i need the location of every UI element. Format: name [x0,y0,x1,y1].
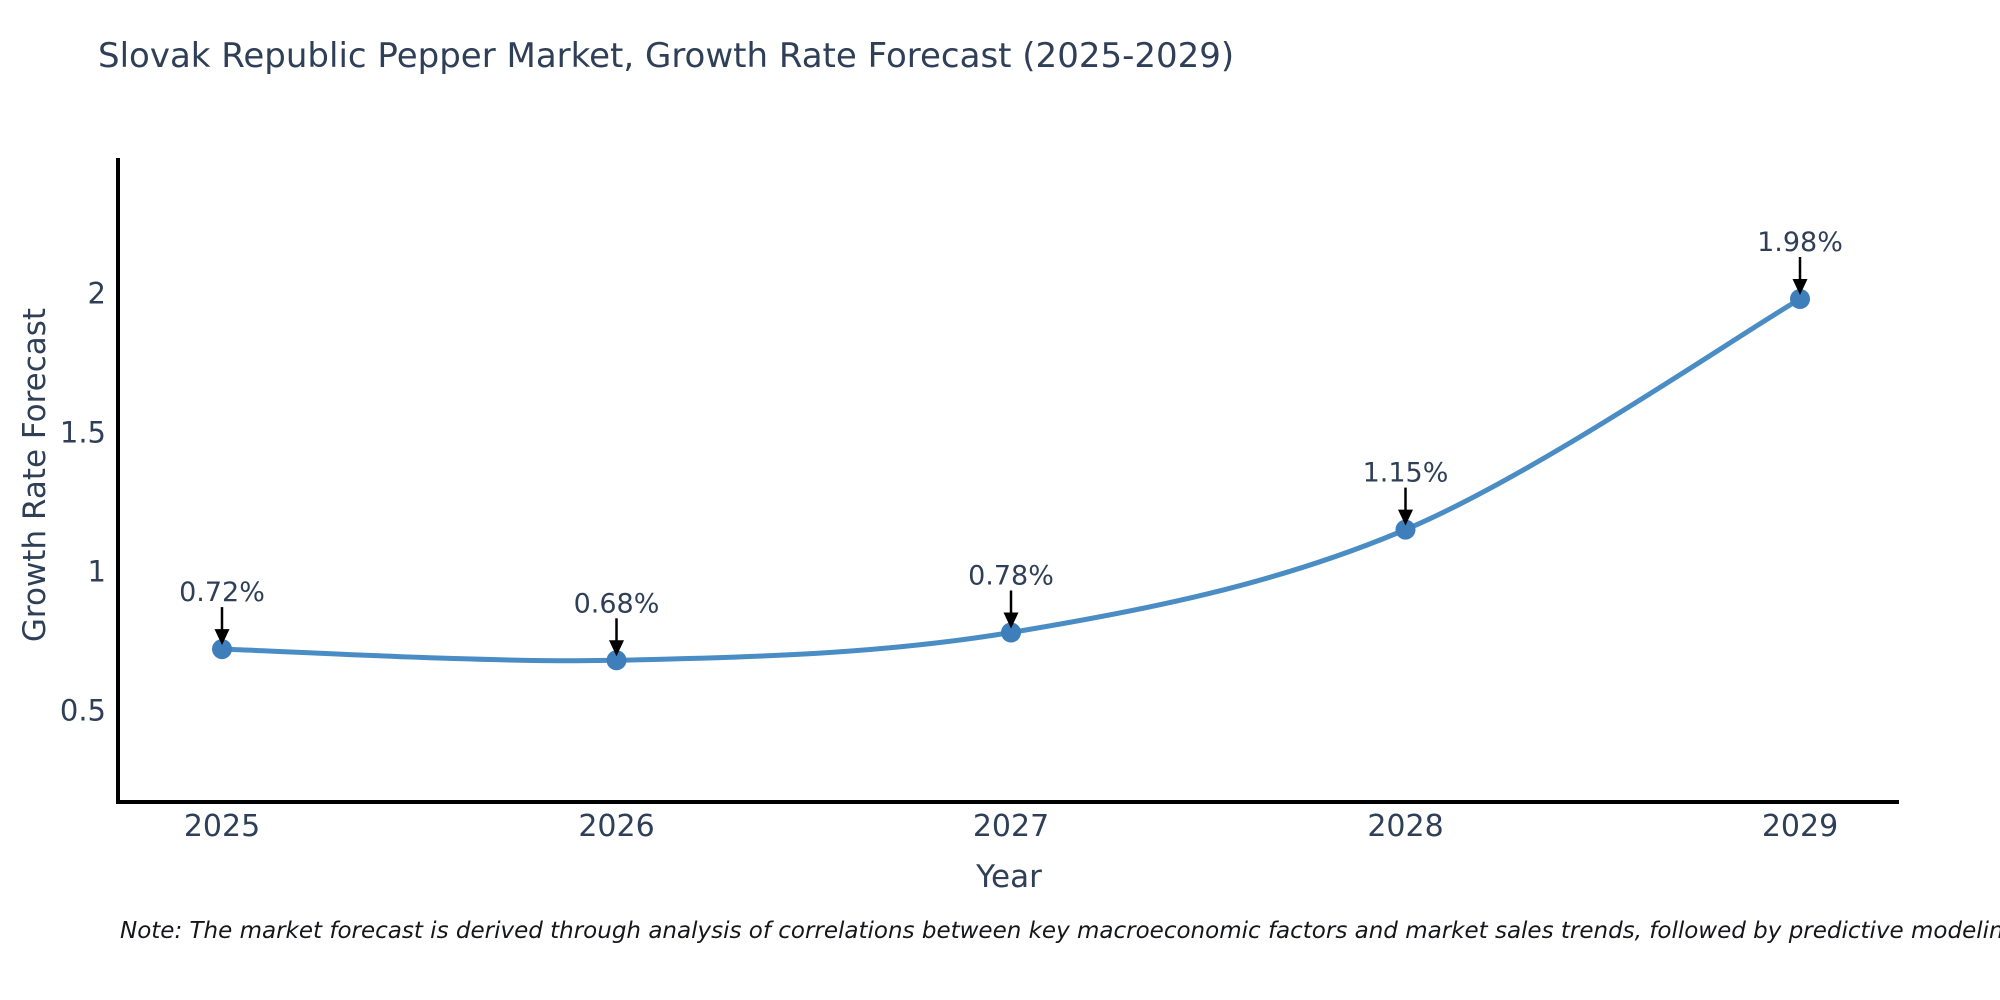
data-point-marker [1395,519,1416,540]
annotation-label: 0.78% [968,561,1054,592]
data-point-marker [1001,622,1021,643]
data-point-marker [1790,289,1810,309]
x-tick-label: 2027 [973,809,1049,844]
annotation-label: 1.15% [1363,458,1449,489]
x-tick-label: 2029 [1762,809,1838,844]
x-axis-title: Year [976,859,1042,895]
x-tick-label: 2026 [578,809,654,844]
y-tick-label: 2 [88,276,106,310]
y-tick-label: 0.5 [60,693,106,727]
annotation-arrowhead [609,640,624,657]
footnote: Note: The market forecast is derived thr… [120,918,2000,944]
annotation-label: 0.72% [179,577,265,608]
chart-title: Slovak Republic Pepper Market, Growth Ra… [98,36,1235,76]
x-tick-label: 2028 [1367,809,1443,844]
y-axis-title: Growth Rate Forecast [17,307,53,643]
annotation-label: 1.98% [1757,227,1843,258]
data-point-marker [606,650,627,671]
annotation-arrowhead [1398,509,1413,526]
x-tick-label: 2025 [184,809,260,844]
annotation-arrowhead [1003,612,1019,629]
annotation-arrowhead [214,629,230,646]
y-tick-label: 1 [88,554,106,588]
annotation-label: 0.68% [574,588,660,619]
annotation-arrowhead [1792,279,1808,295]
y-tick-label: 1.5 [60,415,106,449]
data-point-marker [212,639,232,660]
